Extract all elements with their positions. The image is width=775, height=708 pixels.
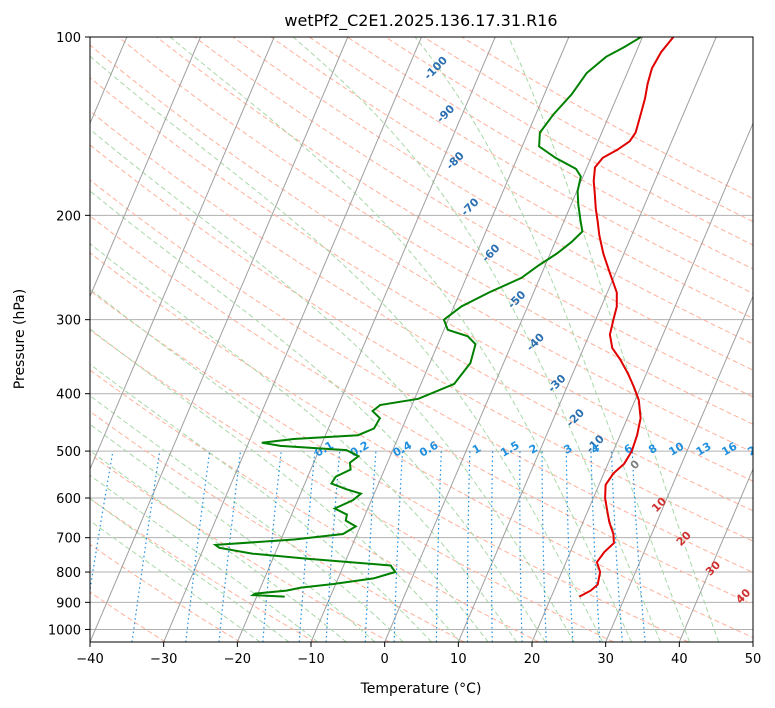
dry-adiabat-line xyxy=(461,37,753,200)
dry-adiabat-line xyxy=(90,215,753,606)
mixing-ratio-line xyxy=(262,451,282,642)
plot-frame xyxy=(89,36,754,643)
moist-adiabat-line xyxy=(90,288,489,642)
mixing-ratio-line xyxy=(590,451,601,642)
mixing-ratio-line xyxy=(393,451,404,642)
y-tick-label: 300 xyxy=(56,314,81,329)
moist-adiabat-line xyxy=(414,37,691,642)
isotherm-line xyxy=(678,467,753,642)
mixing-ratio-line xyxy=(490,451,494,642)
mixing-ratio-line xyxy=(298,451,316,642)
mixing-ratio-line xyxy=(519,451,523,642)
x-axis-title: Temperature (°C) xyxy=(360,681,482,697)
dry-adiabat-line xyxy=(232,37,753,345)
mixing-ratio-line xyxy=(435,451,442,642)
dry-adiabat-line xyxy=(194,37,753,371)
x-tick-label: −30 xyxy=(150,652,177,667)
x-tick-label: −10 xyxy=(297,652,324,667)
moist-adiabat-line xyxy=(90,497,290,642)
x-tick-label: 30 xyxy=(597,652,614,667)
moist-adiabat-line xyxy=(292,37,661,642)
y-axis-ticks: 100 200 300 400 500 600 700 800 900 1000 xyxy=(48,31,90,638)
dry-adiabat-line xyxy=(347,37,753,270)
isotherm-line xyxy=(457,37,717,642)
moist-adiabat-line xyxy=(90,55,604,642)
isotherm-line xyxy=(605,295,753,642)
profile-series xyxy=(212,37,675,598)
background-lines xyxy=(90,37,753,642)
mixing-ratio-line xyxy=(218,451,242,642)
x-tick-label: 20 xyxy=(524,652,541,667)
y-tick-label: 500 xyxy=(56,445,81,460)
temperature-profile-line xyxy=(578,37,675,598)
mixing-ratio-line xyxy=(610,451,623,642)
mixing-ratio-line xyxy=(631,451,646,642)
isotherm-line xyxy=(384,37,643,642)
isotherm-line xyxy=(90,37,275,471)
isotherm-line xyxy=(531,122,753,642)
mixing-ratio-label: 20 xyxy=(745,439,765,458)
x-tick-label: 0 xyxy=(381,652,389,667)
moist-adiabat-line xyxy=(90,520,261,642)
x-tick-label: 50 xyxy=(745,652,762,667)
isotherm-line xyxy=(90,37,201,298)
x-tick-label: 40 xyxy=(671,652,688,667)
mixing-ratio-line xyxy=(466,451,471,642)
moist-adiabat-line xyxy=(90,423,376,642)
moist-adiabat-line xyxy=(90,363,432,642)
dry-adiabat-line xyxy=(90,369,540,642)
mixing-ratio-line xyxy=(364,451,377,642)
mixing-ratio-line xyxy=(565,451,574,642)
moist-adiabat-line xyxy=(90,190,546,642)
dry-adiabat-line xyxy=(90,110,753,512)
moist-adiabat-line xyxy=(90,243,518,642)
dry-adiabat-line xyxy=(156,37,753,398)
moist-adiabat-line xyxy=(508,37,720,642)
dry-adiabat-line xyxy=(308,37,753,294)
isotherm-line xyxy=(163,37,422,642)
dry-adiabat-line xyxy=(90,329,614,642)
y-tick-label: 900 xyxy=(56,596,81,611)
dry-adiabat-line xyxy=(90,77,753,482)
x-axis-ticks: −40 −30 −20 −10 0 10 20 30 40 50 xyxy=(76,642,761,667)
y-tick-label: 700 xyxy=(56,532,81,547)
y-tick-label: 400 xyxy=(56,388,81,403)
dewpoint-profile-line xyxy=(212,37,642,598)
y-tick-label: 600 xyxy=(56,492,81,507)
y-tick-label: 100 xyxy=(56,31,81,46)
x-tick-label: −40 xyxy=(76,652,103,667)
dry-adiabat-line xyxy=(90,179,753,573)
mixing-ratio-line xyxy=(541,451,547,642)
isotherm-line xyxy=(90,37,349,642)
moist-adiabat-line xyxy=(169,37,633,642)
moist-adiabat-line xyxy=(90,474,318,642)
dry-adiabat-line xyxy=(423,37,753,223)
mixing-ratio-line xyxy=(185,451,211,642)
y-tick-label: 1000 xyxy=(48,623,81,638)
chart-title: wetPf2_C2E1.2025.136.17.31.R16 xyxy=(284,11,557,31)
dry-adiabat-line xyxy=(118,37,753,425)
moist-adiabat-line xyxy=(90,328,461,642)
x-tick-label: −20 xyxy=(224,652,251,667)
dry-adiabat-line xyxy=(90,252,753,639)
moist-adiabat-line xyxy=(90,450,347,642)
y-tick-label: 800 xyxy=(56,566,81,581)
dry-adiabat-line xyxy=(90,44,753,453)
plot-background xyxy=(90,37,753,642)
y-axis-title: Pressure (hPa) xyxy=(12,289,28,389)
moist-adiabat-line xyxy=(90,395,404,642)
x-tick-label: 10 xyxy=(450,652,467,667)
isotherm-line xyxy=(752,640,753,642)
isotherm-line xyxy=(310,37,570,642)
mixing-ratio-line xyxy=(325,451,341,642)
mixing-ratio-line xyxy=(131,451,161,642)
y-tick-label: 200 xyxy=(56,209,81,224)
